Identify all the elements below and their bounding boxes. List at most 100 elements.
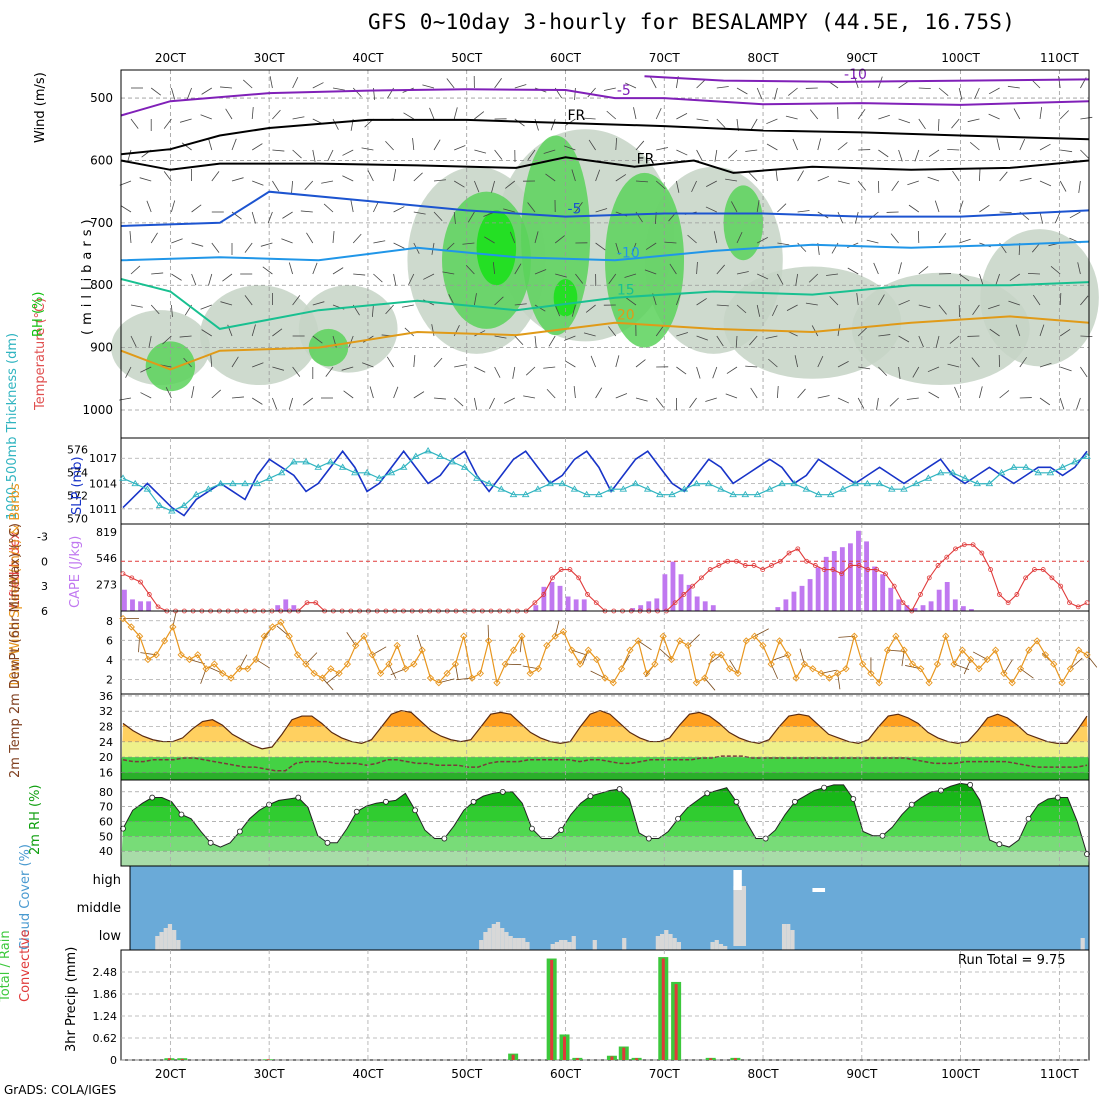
top-xtick-90CT: 90CT (846, 51, 878, 65)
rh2m-point (236, 828, 243, 835)
upper-wind-barb (323, 203, 334, 213)
thickness-point (192, 490, 201, 498)
cape-bar (969, 609, 974, 611)
upper-wind-barb (1039, 107, 1043, 120)
wind10m-point (742, 637, 750, 645)
upper-wind-barb (898, 80, 909, 89)
upper-wind-barb (127, 149, 132, 162)
upper-wind-barb (1080, 366, 1088, 378)
upper-tick-900: 900 (90, 341, 113, 355)
precip-conv-bar (661, 958, 665, 1060)
upper-wind-barb (231, 356, 239, 368)
upper-wind-barb (716, 86, 729, 89)
upper-wind-barb (655, 326, 664, 337)
upper-wind-barb (312, 335, 323, 344)
upper-wind-barb (304, 180, 314, 191)
upper-wind-barb (514, 303, 527, 306)
wind10m-point (883, 646, 892, 654)
cloud-low-bar (487, 928, 492, 950)
wind10m-point (443, 669, 451, 678)
upper-wind-barb (281, 238, 293, 244)
upper-wind-barb (837, 397, 850, 404)
upper-wind-barb (712, 366, 718, 379)
upper-wind-barb (777, 386, 779, 399)
upper-wind-barb (211, 171, 220, 182)
upper-wind-barb (554, 235, 565, 244)
upper-tick-1000: 1000 (82, 403, 113, 417)
upper-wind-barb (244, 242, 253, 253)
upper-wind-barb (837, 180, 850, 185)
upper-wind-barb (200, 304, 212, 310)
upper-wind-barb (272, 180, 280, 192)
cloud-low-bar (592, 940, 597, 950)
cape-bar (848, 543, 853, 611)
wind10m-point (543, 641, 551, 650)
cloud-level-low: low (99, 929, 122, 944)
cape-bar (775, 607, 781, 611)
upper-wind-barb (534, 269, 547, 275)
upper-wind-barb (571, 304, 576, 317)
thickness-point (1034, 468, 1042, 476)
upper-wind-barb (312, 301, 325, 306)
upper-wind-barb (362, 362, 374, 368)
upper-wind-barb (352, 87, 362, 98)
cape-bar (864, 541, 869, 611)
upper-wind-barb (873, 262, 879, 275)
wind-tick-8: 8 (106, 615, 113, 628)
li-point (926, 575, 932, 581)
upper-wind-barb (788, 87, 798, 96)
upper-wind-barb (503, 397, 515, 404)
cape-bar (581, 599, 587, 611)
grads-credit: GrADS: COLA/IGES (4, 1083, 117, 1097)
wind10m-point (235, 665, 243, 673)
bottom-xtick-60CT: 60CT (550, 1067, 582, 1081)
upper-wind-barb (222, 273, 233, 282)
upper-wind-barb (676, 149, 688, 156)
thickness-point (887, 485, 896, 492)
upper-wind-barb (341, 366, 354, 371)
upper-wind-barb (705, 397, 717, 402)
upper-wind-barb (595, 242, 606, 251)
li-point (550, 575, 555, 581)
upper-wind-barb (171, 273, 182, 281)
wind10m-point (135, 632, 144, 640)
precip-tick-0: 0 (110, 1054, 117, 1067)
upper-wind-barb (907, 180, 919, 186)
upper-wind-barb (999, 211, 1012, 214)
cape-tick-546: 546 (96, 552, 117, 565)
upper-wind-barb (655, 397, 664, 408)
upper-wind-barb (512, 366, 516, 379)
upper-wind-barb (748, 172, 758, 182)
wind10m-barb (305, 652, 318, 665)
li-point (944, 554, 950, 560)
isotherm-20-7 (120, 315, 1090, 371)
upper-wind-barb (474, 397, 478, 410)
upper-wind-barb (898, 262, 902, 275)
upper-wind-barb (615, 393, 628, 399)
isotherm-label-1: -5 (617, 83, 631, 99)
cloud-low-bar (167, 924, 173, 950)
upper-wind-barb (805, 302, 818, 306)
temp-tick-28: 28 (99, 720, 113, 733)
li-point (304, 600, 310, 606)
upper-wind-barb (282, 211, 293, 219)
upper-wind-barb (491, 180, 495, 193)
upper-wind-barb (267, 211, 273, 224)
thickness-point (558, 479, 567, 487)
upper-wind-barb (386, 356, 394, 368)
cloud-level-middle: middle (77, 901, 121, 916)
li-point (830, 567, 836, 572)
wind10m-point (925, 679, 933, 687)
wind10m-barb (1020, 668, 1034, 679)
upper-wind-barb (288, 262, 293, 275)
precip-tick-1.86: 1.86 (93, 988, 118, 1001)
wind10m-point (667, 655, 676, 664)
upper-wind-barb (792, 138, 798, 151)
thickness-point (155, 501, 164, 509)
upper-wind-barb (938, 232, 947, 244)
slp-tick-1011: 1011 (89, 503, 117, 516)
wind10m-point (850, 632, 858, 640)
li-point (839, 571, 845, 577)
rh2m-point (645, 835, 652, 842)
thickness-point (936, 468, 945, 476)
